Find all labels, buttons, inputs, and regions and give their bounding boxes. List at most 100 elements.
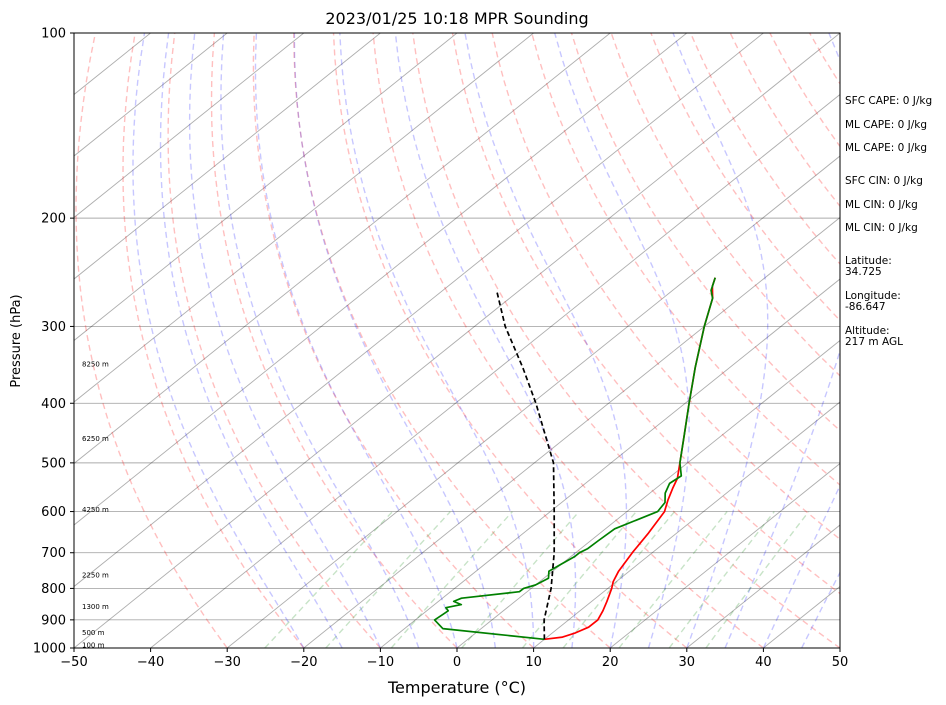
y-tick-label: 1000 [33,642,66,657]
dry-adiabat-line [412,33,840,648]
height-label: 500 m [82,629,105,637]
dry-adiabat-line [451,33,840,595]
y-axis-label: Pressure (hPa) [9,294,24,387]
sounding-parameter-text: Latitude: [845,255,892,267]
dewpoint-line [433,277,717,641]
isotherm-line [74,33,688,526]
dry-adiabat-line [167,33,381,648]
isotherm-line [226,155,840,648]
y-tick-label: 900 [41,613,66,628]
isotherm-line [74,33,381,280]
isotherm-line [150,93,840,648]
height-labels: 100 m 500 m 1300 m 2250 m 4250 m 6250 m 8250 m [82,360,109,649]
moist-adiabat-line [220,33,420,648]
moist-adiabat-line [464,33,628,648]
height-label: 8250 m [82,360,109,368]
mixing-ratio-line [390,511,513,648]
isotherm-line [74,33,840,648]
sounding-parameter-text: -86.647 [845,301,886,313]
moist-adiabat-line [159,33,343,648]
x-tick-label: −30 [213,655,240,670]
sounding-parameter-text: ML CIN: 0 J/kg [845,199,918,211]
x-tick-label: 10 [525,655,542,670]
y-tick-label: 400 [41,397,66,412]
isotherm-line [74,33,534,403]
height-label: 6250 m [82,435,109,443]
sounding-parameter-text: Longitude: [845,290,901,302]
isotherm-line [533,401,840,648]
mixing-ratio-line [562,511,676,648]
isotherm-line [380,278,840,648]
y-axis-ticks: 100 200 300 400 500 600 700 800 900 1000 [33,27,74,657]
height-label: 2250 m [82,572,109,580]
sounding-parameter-text: 217 m AGL [845,336,903,348]
x-tick-label: 20 [602,655,619,670]
sounding-parameter-text: ML CAPE: 0 J/kg [845,142,927,154]
y-tick-label: 600 [41,505,66,520]
height-label: 100 m [82,641,105,649]
moist-adiabat-line [724,33,840,648]
y-tick-label: 100 [41,27,66,42]
dry-adiabat-line [610,33,840,377]
x-tick-label: −40 [137,655,164,670]
x-axis-ticks: −50 −40 −30 −20 −10 0 10 20 30 40 50 [60,648,848,670]
mixing-ratio-line [705,511,810,648]
sounding-parameter-text: ML CAPE: 0 J/kg [845,119,927,131]
isotherm-line [74,33,228,157]
y-tick-label: 200 [41,212,66,227]
x-tick-label: −50 [60,655,87,670]
x-tick-label: 40 [755,655,772,670]
moist-adiabat-line [339,33,535,648]
height-label: 1300 m [82,603,109,611]
mixing-ratio-line [521,511,637,648]
x-tick-label: −20 [290,655,317,670]
x-tick-label: 30 [679,655,696,670]
dry-adiabat-line [570,33,840,432]
y-tick-label: 800 [41,582,66,597]
isotherm-line [74,33,764,588]
dry-adiabat-line [252,33,535,648]
isotherm-line [74,33,458,342]
sounding-traces [433,277,717,641]
isotherm-line [303,216,840,648]
moist-adiabat-line [293,33,496,648]
moist-adiabat-line [188,33,382,648]
moist-adiabat-line [254,33,458,648]
reference-lines [74,33,840,648]
isotherm-line [74,33,611,465]
y-tick-label: 500 [41,456,66,471]
isotherm-line [686,524,840,648]
chart-title: 2023/01/25 10:18 MPR Sounding [325,9,588,28]
parcel-line [495,290,556,640]
y-tick-label: 700 [41,546,66,561]
sounding-parameter-text: SFC CIN: 0 J/kg [845,175,923,187]
moist-adiabat-line [554,33,690,648]
x-tick-label: 50 [832,655,849,670]
moist-adiabat-line [132,33,305,648]
x-tick-label: −10 [367,655,394,670]
isotherm-line [456,339,840,648]
moist-adiabat-line [672,33,769,648]
isotherm-line [74,33,305,219]
dry-adiabat-line [75,33,228,648]
isotherm-line [609,462,840,648]
mixing-ratio-line [618,511,728,648]
dry-adiabat-line [122,33,305,648]
sounding-parameter-text: ML CIN: 0 J/kg [845,222,918,234]
dry-adiabat-line [332,33,688,648]
sounding-parameter-text: SFC CAPE: 0 J/kg [845,95,932,107]
sounding-parameter-text: 34.725 [845,266,882,278]
dry-adiabat-line [650,33,840,322]
sounding-parameter-text: Altitude: [845,325,890,337]
y-tick-label: 300 [41,320,66,335]
mixing-ratio-line [668,511,775,648]
mixing-ratio-line [325,511,451,648]
sounding-parameters: SFC CAPE: 0 J/kg ML CAPE: 0 J/kg ML CAPE: … [845,95,932,348]
x-tick-label: 0 [453,655,461,670]
moist-adiabat-line [394,33,577,648]
mixing-ratio-line [264,511,394,648]
dry-adiabat-line [293,33,611,648]
x-axis-label: Temperature (°C) [387,678,526,697]
